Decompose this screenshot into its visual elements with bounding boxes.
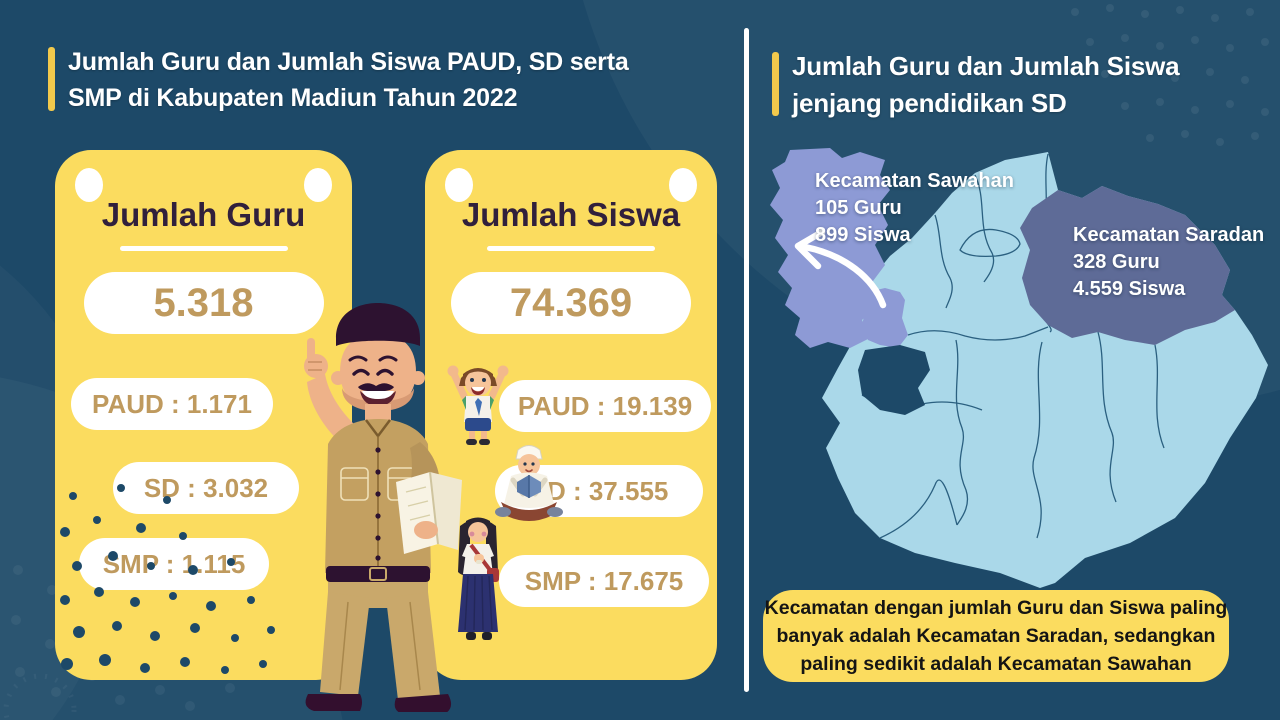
- siswa-card-title: Jumlah Siswa: [461, 196, 681, 233]
- sawahan-guru: 105 Guru: [815, 197, 902, 219]
- map-region-saradan: [1020, 186, 1235, 345]
- teacher-illustration: [304, 303, 462, 712]
- madiun-map: [770, 148, 1268, 588]
- card-hole-icon: [304, 168, 332, 202]
- cheering-boy-illustration: [447, 365, 509, 445]
- dots-pattern: [60, 484, 275, 674]
- conclusion-line3: paling sedikit adalah Kecamatan Sawahan: [800, 653, 1192, 675]
- sawahan-siswa: 899 Siswa: [815, 224, 911, 246]
- reading-boy-illustration: [495, 445, 563, 521]
- saradan-annotation: Kecamatan Saradan 328 Guru 4.559 Siswa: [1073, 222, 1264, 303]
- sawahan-inset-shape: [770, 148, 890, 348]
- guru-total-value: 5.318: [153, 280, 254, 325]
- left-title-line1: Jumlah Guru dan Jumlah Siswa PAUD, SD se…: [68, 48, 629, 76]
- schoolgirl-illustration: [458, 517, 499, 640]
- siswa-total-value: 74.369: [509, 280, 633, 325]
- conclusion-line2: banyak adalah Kecamatan Saradan, sedangk…: [776, 625, 1216, 647]
- left-title-accent-bar: [48, 47, 55, 111]
- siswa-smp-value: SMP : 17.675: [524, 565, 684, 596]
- guru-total-pill: 5.318: [83, 272, 324, 334]
- saradan-guru: 328 Guru: [1073, 251, 1160, 273]
- siswa-sd-pill: SD : 37.555: [495, 465, 703, 517]
- siswa-total-pill: 74.369: [451, 272, 691, 334]
- guru-paud-pill: PAUD : 1.171: [71, 378, 273, 430]
- siswa-paud-value: PAUD : 19.139: [517, 390, 693, 421]
- right-title-line1: Jumlah Guru dan Jumlah Siswa: [792, 51, 1180, 81]
- card-hole-icon: [75, 168, 103, 202]
- card-underline: [487, 246, 655, 251]
- guru-smp-value: SMP : 1.115: [102, 548, 246, 579]
- map-hole-kota-madiun: [858, 345, 930, 415]
- left-title-line2: SMP di Kabupaten Madiun Tahun 2022: [68, 84, 518, 112]
- panel-divider: [744, 28, 749, 692]
- conclusion-line1: Kecamatan dengan jumlah Guru dan Siswa p…: [764, 597, 1228, 619]
- right-title-accent-bar: [772, 52, 779, 116]
- guru-card: Jumlah Guru 5.318 PAUD : 1.171 SD : 3.03…: [55, 150, 352, 680]
- right-panel-title: Jumlah Guru dan Jumlah Siswa jenjang pen…: [792, 48, 1180, 122]
- card-hole-icon: [669, 168, 697, 202]
- card-hole-icon: [445, 168, 473, 202]
- guru-sd-pill: SD : 3.032: [113, 462, 299, 514]
- arrow-icon: [794, 228, 887, 309]
- saradan-name: Kecamatan Saradan: [1073, 224, 1265, 246]
- sawahan-name: Kecamatan Sawahan: [815, 170, 1014, 192]
- saradan-siswa: 4.559 Siswa: [1073, 278, 1186, 300]
- conclusion-box: Kecamatan dengan jumlah Guru dan Siswa p…: [763, 590, 1229, 682]
- guru-smp-pill: SMP : 1.115: [79, 538, 269, 590]
- siswa-smp-pill: SMP : 17.675: [499, 555, 709, 607]
- guru-card-title: Jumlah Guru: [101, 196, 306, 233]
- card-underline: [119, 246, 288, 251]
- siswa-paud-pill: PAUD : 19.139: [499, 380, 711, 432]
- sawahan-annotation: Kecamatan Sawahan 105 Guru 899 Siswa: [815, 168, 1014, 249]
- right-title-line2: jenjang pendidikan SD: [792, 88, 1067, 118]
- left-panel-title: Jumlah Guru dan Jumlah Siswa PAUD, SD se…: [68, 44, 629, 116]
- guru-paud-value: PAUD : 1.171: [92, 388, 252, 419]
